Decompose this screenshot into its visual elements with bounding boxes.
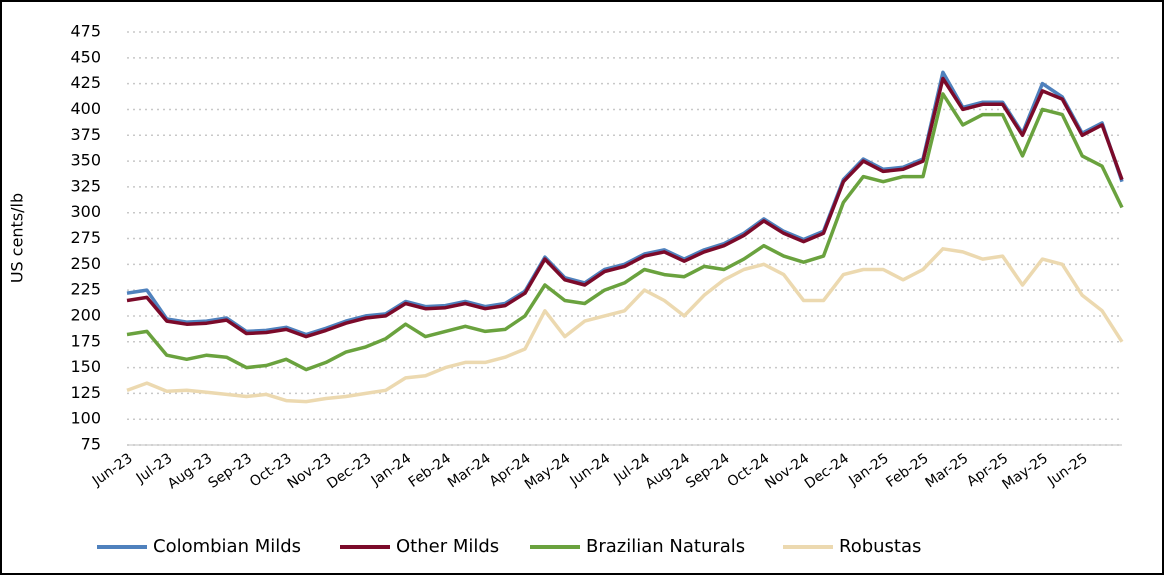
y-tick-label: 225 [70,280,101,299]
series-line [126,247,1124,404]
legend-label: Other Milds [396,536,499,557]
y-tick-label: 300 [70,202,101,221]
series-line [126,92,1124,372]
y-tick-label: 475 [70,22,101,41]
y-tick-label: 75 [81,435,101,454]
y-tick-label: 350 [70,151,101,170]
y-tick-label: 200 [70,305,101,324]
y-tick-label: 375 [70,125,101,144]
y-axis-label: US cents/lb [8,193,27,283]
y-tick-label: 175 [70,331,101,350]
y-tick-label: 275 [70,228,101,247]
y-tick-label: 425 [70,73,101,92]
y-tick-label: 250 [70,254,101,273]
y-tick-label: 450 [70,47,101,66]
legend-label: Robustas [839,536,921,557]
y-tick-label: 325 [70,176,101,195]
series-line [126,76,1124,339]
y-tick-label: 125 [70,383,101,402]
y-tick-label: 100 [70,409,101,428]
y-tick-label: 150 [70,357,101,376]
series-line [126,70,1124,337]
legend-label: Colombian Milds [153,536,301,557]
legend-label: Brazilian Naturals [586,536,745,557]
y-tick-label: 400 [70,99,101,118]
